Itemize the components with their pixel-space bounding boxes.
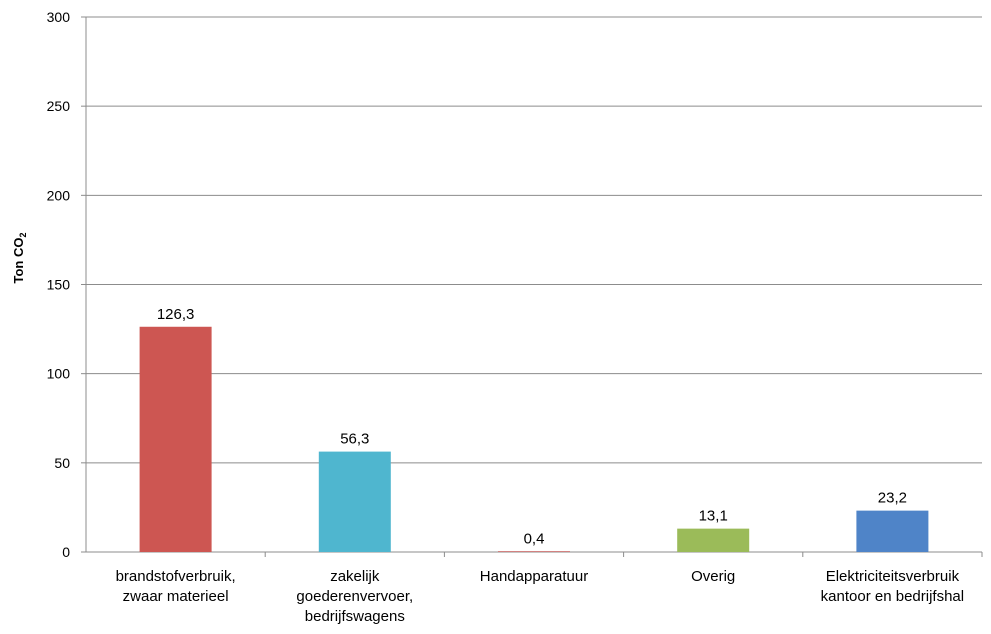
category-label-1: zakelijk goederenvervoer, bedrijfswagens [296,568,413,625]
y-tick-label-0: 0 [62,544,70,560]
category-label-2-line-0: Handapparatuur [480,568,588,585]
y-tick-label-50: 50 [54,455,70,471]
bar-0 [139,326,212,552]
bars [139,326,929,552]
category-label-2: Handapparatuur [480,568,588,585]
category-label-1-line-2: bedrijfswagens [305,608,405,625]
category-label-0-line-1: zwaar materieel [123,588,229,605]
data-label-2: 0,4 [524,530,545,547]
y-axis-label-text: Ton CO [11,238,26,284]
category-label-4-line-0: Elektriciteitsverbruik [826,568,960,585]
y-tick-labels: 0 50 100 150 200 250 300 [47,9,71,560]
bar-1 [318,451,391,552]
y-axis-label: Ton CO2 [11,233,28,284]
data-label-3: 13,1 [699,508,728,525]
y-tick-label-250: 250 [47,98,71,114]
category-label-1-line-0: zakelijk [330,568,380,585]
y-tick-label-300: 300 [47,9,71,25]
category-label-4-line-1: kantoor en bedrijfshal [821,588,964,605]
category-label-3: Overig [691,568,735,585]
bar-3 [677,528,750,552]
y-tick-label-150: 150 [47,277,71,293]
data-label-4: 23,2 [878,490,907,507]
y-tick-label-200: 200 [47,187,71,203]
gridlines [81,16,983,557]
category-labels: brandstofverbruik, zwaar materieel zakelij… [116,568,965,625]
category-label-4: Elektriciteitsverbruik kantoor en bedrijf… [821,568,964,605]
category-label-0: brandstofverbruik, zwaar materieel [116,568,236,605]
y-tick-label-100: 100 [47,366,71,382]
category-label-0-line-0: brandstofverbruik, [116,568,236,585]
category-label-3-line-0: Overig [691,568,735,585]
bar-2 [498,551,570,552]
bar-4 [856,510,929,552]
data-label-1: 56,3 [340,431,369,448]
data-label-0: 126,3 [157,306,195,323]
category-label-1-line-1: goederenvervoer, [296,588,413,605]
data-labels: 126,3 56,3 0,4 13,1 23,2 [157,306,907,548]
y-axis-label-subscript: 2 [18,233,28,238]
